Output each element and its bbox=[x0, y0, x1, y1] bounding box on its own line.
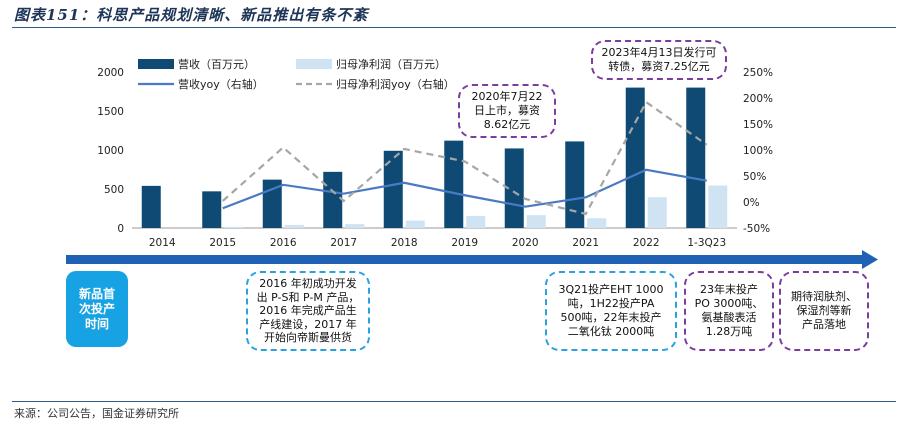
x-tick-label: 2014 bbox=[149, 237, 176, 249]
legend-swatch-profit bbox=[296, 59, 332, 69]
revenue-bar bbox=[323, 171, 343, 228]
timeline-bar bbox=[66, 255, 864, 264]
ipo-annotation-text: 2020年7月22 日上市，募资 8.62亿元 bbox=[471, 90, 543, 131]
x-tick-label: 1-3Q23 bbox=[687, 237, 726, 249]
profit-bar bbox=[647, 197, 667, 228]
revenue-bar bbox=[383, 150, 403, 228]
revenue-bar bbox=[444, 140, 464, 228]
legend-swatch-revenue bbox=[138, 59, 174, 69]
left-axis-tick-label: 0 bbox=[117, 223, 124, 235]
timeline-arrow bbox=[66, 250, 878, 269]
x-tick-label: 2022 bbox=[633, 237, 660, 249]
timeline-box-2023: 23年末投产 PO 3000吨、 氨基酸表活 1.28万吨 bbox=[684, 271, 774, 351]
right-axis-tick-label: 250% bbox=[743, 67, 773, 79]
right-axis-tick-label: 100% bbox=[743, 145, 773, 157]
timeline-box-future-text: 期待润肤剂、 保湿剂等新 产品落地 bbox=[791, 290, 857, 331]
revenue-bar bbox=[686, 87, 706, 228]
revenue-bar bbox=[202, 191, 222, 228]
convertible-bond-annotation-text: 2023年4月13日发行可 转债，募资7.25亿元 bbox=[601, 46, 717, 73]
ipo-annotation: 2020年7月22 日上市，募资 8.62亿元 bbox=[458, 84, 556, 138]
profit-bar bbox=[466, 215, 486, 228]
profit-bar bbox=[224, 226, 244, 228]
right-axis-tick-label: 200% bbox=[743, 93, 773, 105]
x-tick-label: 2021 bbox=[572, 237, 599, 249]
left-axis-tick-label: 1500 bbox=[97, 106, 124, 118]
right-axis-tick-label: 50% bbox=[743, 171, 766, 183]
profit-bar bbox=[526, 215, 546, 228]
profit-bar bbox=[405, 220, 425, 228]
convertible-bond-annotation: 2023年4月13日发行可 转债，募资7.25亿元 bbox=[591, 40, 727, 80]
legend-label-profit: 归母净利润（百万元） bbox=[336, 57, 446, 71]
profit-bar bbox=[708, 185, 728, 228]
profit-bar bbox=[284, 224, 304, 228]
left-axis-tick-label: 1000 bbox=[97, 145, 124, 157]
chart-lines bbox=[222, 100, 708, 216]
right-axis-tick-label: 150% bbox=[743, 119, 773, 131]
figure-title: 图表151：科思产品规划清晰、新品推出有条不紊 bbox=[14, 6, 369, 24]
revenue-bar bbox=[565, 141, 585, 228]
x-tick-label: 2017 bbox=[330, 237, 357, 249]
profit-bar bbox=[345, 224, 365, 228]
legend-label-profit-yoy: 归母净利润yoy（右轴） bbox=[336, 77, 455, 91]
timeline-box-2021-text: 3Q21投产EHT 1000 吨，1H22投产PA 500吨，22年末投产 二氧… bbox=[558, 283, 664, 338]
profit-yoy-line bbox=[222, 100, 708, 216]
new-product-label: 新品首 次投产 时间 bbox=[66, 271, 128, 347]
timeline-box-2021: 3Q21投产EHT 1000 吨，1H22投产PA 500吨，22年末投产 二氧… bbox=[545, 271, 677, 351]
source-note: 来源：公司公告，国金证券研究所 bbox=[14, 407, 179, 420]
right-axis-tick-label: -50% bbox=[743, 223, 770, 235]
right-axis-tick-label: 0% bbox=[743, 197, 760, 209]
source-rule bbox=[12, 401, 896, 402]
revenue-bar bbox=[625, 87, 645, 228]
timeline-box-2016-text: 2016 年初成功开发 出 P-S和 P-M 产品， 2016 年完成产品生 产… bbox=[256, 277, 360, 345]
timeline-box-future: 期待润肤剂、 保湿剂等新 产品落地 bbox=[779, 271, 869, 351]
x-tick-label: 2019 bbox=[451, 237, 478, 249]
left-axis-tick-label: 2000 bbox=[97, 67, 124, 79]
title-rule bbox=[12, 27, 896, 28]
x-tick-label: 2016 bbox=[270, 237, 297, 249]
timeline-box-2016: 2016 年初成功开发 出 P-S和 P-M 产品， 2016 年完成产品生 产… bbox=[246, 271, 370, 351]
timeline-arrowhead bbox=[862, 250, 878, 269]
chart-legend: 营收（百万元） 归母净利润（百万元） 营收yoy（右轴） 归母净利润yoy（右轴） bbox=[138, 57, 455, 91]
timeline-box-2023-text: 23年末投产 PO 3000吨、 氨基酸表活 1.28万吨 bbox=[694, 283, 764, 338]
profit-bar bbox=[587, 218, 607, 228]
revenue-bar bbox=[504, 148, 524, 228]
chart-bars bbox=[141, 87, 728, 228]
revenue-yoy-line bbox=[222, 168, 707, 210]
legend-label-revenue-yoy: 营收yoy（右轴） bbox=[178, 77, 264, 91]
revenue-bar bbox=[141, 185, 161, 228]
chart-axes: 0 500 1000 1500 2000 -50% 0% 50% 100% 150% 200% 250… bbox=[97, 67, 773, 249]
x-tick-label: 2018 bbox=[391, 237, 418, 249]
x-tick-label: 2015 bbox=[209, 237, 236, 249]
left-axis-tick-label: 500 bbox=[104, 184, 124, 196]
legend-label-revenue: 营收（百万元） bbox=[178, 57, 255, 71]
x-tick-label: 2020 bbox=[512, 237, 539, 249]
